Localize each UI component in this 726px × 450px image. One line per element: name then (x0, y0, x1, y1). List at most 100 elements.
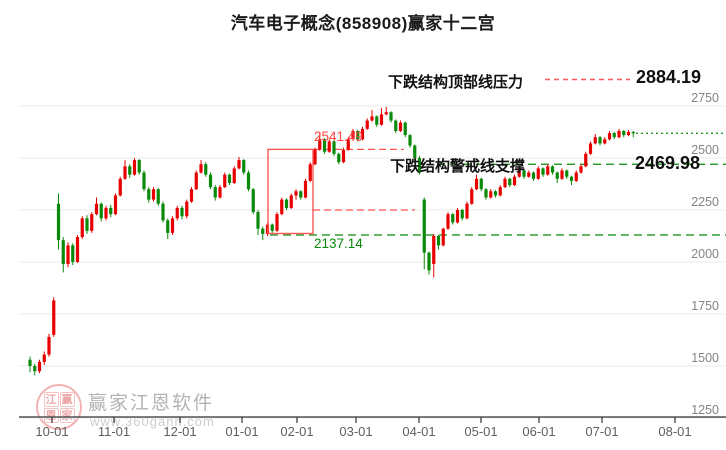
y-axis-label: 2500 (691, 143, 719, 157)
candle-body (356, 130, 360, 140)
candle-body (626, 132, 631, 136)
candle-body (408, 135, 412, 146)
candle-body (156, 189, 160, 204)
candle-body (175, 207, 179, 219)
candle-body (474, 178, 479, 190)
candle-body (194, 172, 198, 190)
candle-body (142, 172, 146, 190)
candle-body (346, 139, 350, 150)
candle-body (622, 130, 626, 136)
candle-body (251, 189, 255, 213)
candle-body (337, 153, 341, 163)
y-axis-label: 2750 (691, 91, 719, 105)
x-axis-label: 10-01 (35, 424, 69, 439)
candle-body (422, 199, 426, 253)
candle-body (351, 130, 355, 140)
candle-body (218, 187, 222, 198)
candle-body (246, 172, 251, 190)
candle-body (199, 164, 203, 173)
candle-body (294, 191, 298, 196)
structure-box-top-price: 2541.49 (314, 129, 363, 144)
candle-body (451, 214, 455, 223)
candle-body (432, 236, 436, 265)
support-annotation-label: 下跌结构警戒线支撑 (390, 158, 526, 175)
candle-body (441, 228, 445, 246)
candle-body (289, 195, 293, 208)
candle-body (360, 128, 365, 140)
x-axis-label: 03-01 (339, 424, 373, 439)
candle-body (37, 361, 42, 372)
candle-body (275, 214, 279, 231)
y-axis-label: 1750 (691, 299, 719, 313)
candle-body (550, 166, 555, 173)
candle-body (47, 336, 51, 355)
y-axis-label: 1500 (691, 351, 719, 365)
candle-body (489, 191, 493, 198)
candle-body (379, 114, 384, 125)
candle-body (189, 189, 194, 202)
structure-box (267, 148, 314, 235)
candle-body (170, 218, 175, 233)
candle-body (612, 133, 616, 138)
candle-body (375, 116, 379, 125)
candle-body (389, 112, 393, 121)
resistance-price-value: 2884.19 (636, 67, 702, 87)
candle-body (80, 218, 84, 238)
candle-body (151, 189, 156, 200)
x-axis-label: 11-01 (97, 424, 131, 439)
candle-body (90, 214, 94, 231)
candle-body (303, 180, 308, 198)
candle-body (427, 252, 431, 271)
candle-body (436, 236, 441, 246)
x-axis-label: 05-01 (464, 424, 498, 439)
candle-body (536, 168, 540, 179)
candle-body (213, 187, 217, 198)
candle-body (85, 218, 89, 231)
watermark-brand: 赢家江恩软件 (88, 393, 215, 414)
candle-body (94, 203, 99, 215)
candle-body (261, 228, 265, 234)
candle-body (522, 170, 526, 177)
candle-body (33, 366, 37, 372)
candle-body (512, 176, 517, 186)
candle-body (503, 178, 507, 188)
candle-body (42, 354, 46, 362)
candle-body (256, 212, 260, 229)
candle-body (403, 122, 407, 136)
candle-body (588, 143, 593, 154)
candle-body (75, 237, 80, 262)
candle-body (284, 199, 289, 208)
candle-body (66, 245, 70, 265)
support-price-value: 2469.98 (635, 153, 701, 173)
x-axis-label: 04-01 (402, 424, 436, 439)
candle-body (394, 120, 398, 131)
candle-body (465, 203, 469, 219)
candle-body (455, 210, 460, 223)
x-axis-label: 07-01 (585, 424, 619, 439)
candle-body (574, 172, 578, 181)
candle-body (398, 122, 403, 131)
candle-body (498, 187, 502, 196)
candle-body (413, 145, 417, 158)
candle-body (308, 164, 312, 181)
candle-body (479, 178, 483, 190)
y-axis-label: 2000 (691, 247, 719, 261)
x-axis-label: 08-01 (658, 424, 692, 439)
y-axis-label: 2250 (691, 195, 719, 209)
x-axis-label: 01-01 (225, 424, 259, 439)
candle-body (607, 133, 612, 140)
candle-body (584, 153, 588, 167)
candle-body (56, 203, 61, 241)
candle-body (113, 195, 118, 215)
candle-body (99, 203, 103, 219)
candle-body (204, 164, 208, 175)
candle-body (132, 160, 137, 175)
candle-body (460, 210, 464, 219)
candle-body (493, 191, 498, 196)
candle-body (631, 132, 635, 134)
candle-body (527, 172, 531, 177)
candle-body (223, 174, 227, 188)
logo-character: 赢 (59, 391, 75, 407)
logo-character: 江 (43, 391, 59, 407)
